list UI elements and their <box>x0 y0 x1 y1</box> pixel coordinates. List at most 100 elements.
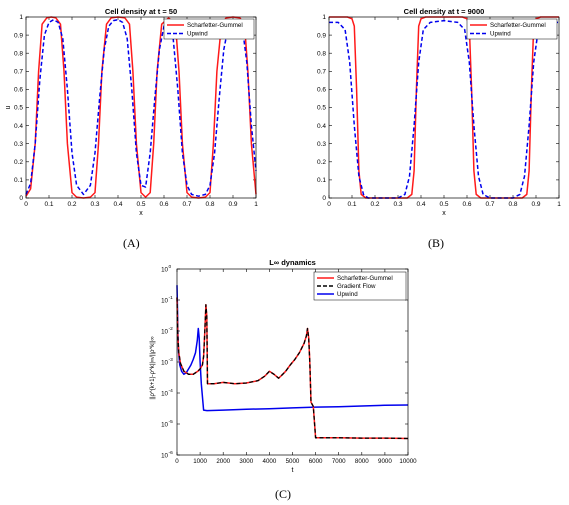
chart-c-legend-label: Upwind <box>337 291 358 298</box>
chart-a-xtick-label: 0.1 <box>44 201 53 208</box>
chart-c-ytick-label: 10 <box>161 391 168 398</box>
chart-c-xtick-label: 1000 <box>193 458 207 465</box>
chart-a-xtick-label: 0.2 <box>67 201 76 208</box>
chart-c-ytick-exponent: 0 <box>169 264 172 270</box>
chart-a-title: Cell density at t = 50 <box>105 7 177 16</box>
chart-c-xtick-label: 7000 <box>332 458 346 465</box>
chart-b-ytick-label: 0.3 <box>317 141 326 148</box>
chart-c-xtick-label: 8000 <box>355 458 369 465</box>
chart-b-ytick-label: 0.9 <box>317 32 326 39</box>
chart-b-ytick-label: 1 <box>322 14 326 21</box>
chart-cell-density-t50: Cell density at t = 50 0 0.1 0.2 0.3 0.4 0.5 0.… <box>5 7 258 217</box>
chart-c-xtick-label: 9000 <box>378 458 392 465</box>
chart-a-legend-label: Upwind <box>187 31 208 38</box>
chart-a-xtick-label: 1 <box>254 201 258 208</box>
chart-a-xtick-label: 0.7 <box>182 201 191 208</box>
chart-c-ytick-label: 10 <box>161 267 168 274</box>
chart-b-series-upwind <box>329 19 559 199</box>
caption-c: (C) <box>275 487 291 501</box>
chart-a-ytick-label: 0 <box>19 195 23 202</box>
chart-a-ytick-label: 0.1 <box>14 177 23 184</box>
chart-c-legend-label: Gradient Flow <box>337 283 376 290</box>
chart-c-ytick-exponent: -5 <box>169 419 174 425</box>
chart-a-xtick-label: 0.6 <box>159 201 168 208</box>
chart-a-xlabel: x <box>139 210 143 217</box>
chart-a-legend-label: Scharfetter-Gummel <box>187 22 243 29</box>
chart-a-xtick-label: 0.9 <box>228 201 237 208</box>
caption-a: (A) <box>123 236 140 250</box>
chart-b-xtick-label: 0.8 <box>508 201 517 208</box>
chart-a-series-upwind <box>25 18 257 197</box>
chart-a-ytick-label: 0.4 <box>14 123 23 130</box>
chart-c-title: L∞ dynamics <box>269 258 316 267</box>
chart-c-plot-frame <box>176 268 409 456</box>
chart-b-legend-label: Scharfetter-Gummel <box>490 22 546 29</box>
chart-a-ytick-label: 0.8 <box>14 50 23 57</box>
chart-c-ylabel: ||ρ^{k+1}-ρ^k||∞/||ρ^k||∞ <box>150 336 156 399</box>
chart-c-series-gradient-flow <box>176 297 409 440</box>
chart-b-xtick-label: 0.7 <box>485 201 494 208</box>
caption-b: (B) <box>428 236 444 250</box>
chart-b-xtick-label: 0.9 <box>531 201 540 208</box>
chart-a-ytick-label: 0.5 <box>14 105 23 112</box>
chart-c-legend-label: Scharfetter-Gummel <box>337 275 393 282</box>
chart-a-ytick-label: 0.9 <box>14 32 23 39</box>
chart-a-legend-box <box>163 18 255 40</box>
chart-c-ytick-label: 10 <box>161 360 168 367</box>
chart-b-xtick-label: 0 <box>327 201 331 208</box>
chart-a-xtick-label: 0.5 <box>136 201 145 208</box>
chart-c-xtick-label: 5000 <box>286 458 300 465</box>
chart-c-ytick-label: 10 <box>161 298 168 305</box>
chart-c-xtick-label: 6000 <box>309 458 323 465</box>
chart-a-plot-frame <box>25 16 257 199</box>
chart-c-ytick-label: 10 <box>161 329 168 336</box>
chart-c-xtick-label: 10000 <box>399 458 417 465</box>
chart-c-ytick-label: 10 <box>161 422 168 429</box>
chart-b-ytick-label: 0.2 <box>317 159 326 166</box>
chart-a-xtick-label: 0.8 <box>205 201 214 208</box>
chart-b-legend-label: Upwind <box>490 31 511 38</box>
chart-b-ytick-label: 0.7 <box>317 69 326 76</box>
chart-b-ytick-label: 0.5 <box>317 105 326 112</box>
chart-c-ytick-exponent: -2 <box>169 326 174 332</box>
chart-c-xtick-label: 0 <box>175 458 179 465</box>
chart-c-series-scharfetter-gummel <box>176 297 409 440</box>
chart-c-xtick-label: 2000 <box>216 458 230 465</box>
chart-c-xtick-label: 4000 <box>263 458 277 465</box>
chart-a-ytick-label: 0.2 <box>14 159 23 166</box>
chart-b-xtick-label: 0.5 <box>439 201 448 208</box>
chart-b-ytick-label: 0.6 <box>317 87 326 94</box>
chart-c-ytick-label: 10 <box>161 453 168 460</box>
chart-a-xtick-label: 0 <box>24 201 28 208</box>
chart-c-ytick-exponent: -6 <box>169 450 174 456</box>
chart-b-ytick-label: 0.4 <box>317 123 326 130</box>
chart-c-ytick-exponent: -4 <box>169 388 174 394</box>
chart-c-xtick-label: 3000 <box>239 458 253 465</box>
chart-c-series-upwind <box>176 285 409 412</box>
chart-b-ytick-label: 0.1 <box>317 177 326 184</box>
chart-b-xtick-label: 0.4 <box>416 201 425 208</box>
chart-b-xtick-label: 0.1 <box>347 201 356 208</box>
chart-cell-density-t9000: Cell density at t = 9000 0 0.1 0.2 0.3 0.4 0.5… <box>317 7 561 217</box>
chart-b-xtick-label: 0.2 <box>370 201 379 208</box>
chart-a-ytick-label: 0.3 <box>14 141 23 148</box>
chart-b-xtick-label: 1 <box>557 201 561 208</box>
chart-b-xtick-label: 0.3 <box>393 201 402 208</box>
chart-b-ytick-label: 0.8 <box>317 50 326 57</box>
chart-c-ytick-exponent: -3 <box>169 357 174 363</box>
chart-a-ytick-label: 1 <box>19 14 23 21</box>
chart-a-xtick-label: 0.4 <box>113 201 122 208</box>
chart-b-title: Cell density at t = 9000 <box>404 7 485 16</box>
chart-a-ytick-label: 0.7 <box>14 69 23 76</box>
chart-b-xlabel: x <box>442 210 446 217</box>
chart-b-ytick-label: 0 <box>322 195 326 202</box>
chart-b-legend-box <box>466 18 558 40</box>
chart-a-xtick-label: 0.3 <box>90 201 99 208</box>
chart-c-xlabel: t <box>292 467 294 474</box>
chart-a-ytick-label: 0.6 <box>14 87 23 94</box>
chart-a-ylabel: u <box>5 105 12 109</box>
chart-b-plot-frame <box>328 16 560 199</box>
chart-c-ytick-exponent: -1 <box>169 295 174 301</box>
chart-b-xtick-label: 0.6 <box>462 201 471 208</box>
